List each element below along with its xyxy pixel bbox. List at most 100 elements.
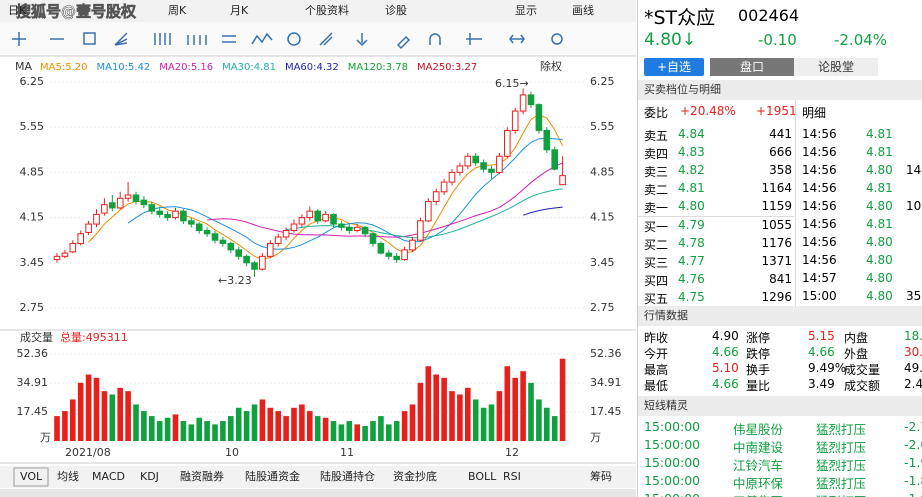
watermark: 搜狐号@壹号股权 xyxy=(16,3,137,21)
indicator-tab[interactable]: 陆股通资金 xyxy=(245,469,300,483)
book-price: 4.79 xyxy=(678,218,705,232)
candle-body xyxy=(132,194,140,202)
adjust-label[interactable]: 除权 xyxy=(540,59,562,73)
sprite-cell: -1.9 xyxy=(904,455,922,470)
volume-bar xyxy=(362,426,368,441)
toolbar-tab[interactable]: 个股资料 xyxy=(305,3,349,17)
ratio-diff: +1951 xyxy=(756,104,797,118)
candle-body xyxy=(243,255,250,264)
section-header: 行情数据 xyxy=(638,306,922,326)
volume-bar xyxy=(536,399,542,441)
volume-bar xyxy=(243,411,250,441)
toolbar-tab[interactable]: 日K xyxy=(8,4,27,17)
sprite-cell: 天健集团 xyxy=(733,491,783,497)
ma-line xyxy=(286,188,563,239)
candle-body xyxy=(519,94,527,112)
volume-title: 成交量 xyxy=(20,330,53,344)
tab-forum[interactable]: 论股堂 xyxy=(794,58,878,76)
indicator-tab[interactable]: MACD xyxy=(92,470,125,483)
separator xyxy=(795,100,796,306)
candle-body xyxy=(425,200,432,222)
indicator-tab[interactable]: BOLL xyxy=(468,470,497,483)
volume-bar xyxy=(235,407,242,441)
vol-tick-label: 52.36 xyxy=(17,347,49,360)
candle-body xyxy=(369,233,377,244)
candle-body xyxy=(219,239,227,244)
trade-time: 14:56 xyxy=(802,199,837,213)
book-volume: 1164 xyxy=(761,181,792,195)
candle-body xyxy=(267,242,274,257)
trade-price: 4.80 xyxy=(866,199,893,213)
volume-bar xyxy=(433,374,439,441)
price: 4.80↓ xyxy=(644,30,697,50)
candle-body xyxy=(472,155,479,164)
toolbar-tab[interactable]: 月K xyxy=(230,4,249,17)
book-level: 卖五 xyxy=(644,129,669,143)
volume-bar xyxy=(291,407,297,441)
candle-body xyxy=(535,104,543,131)
y-tick-label: 4.15 xyxy=(20,211,45,224)
vol-tick-label-right: 17.45 xyxy=(590,405,622,418)
candle-body xyxy=(377,242,385,254)
sprite-cell: 中南建设 xyxy=(733,440,784,455)
candle-body xyxy=(101,204,108,214)
volume-bar xyxy=(117,387,123,441)
candle-body xyxy=(109,202,116,209)
sprite-cell: -2.0 xyxy=(904,437,922,452)
toolbar-tab[interactable]: 诊股 xyxy=(385,3,407,17)
volume-bar xyxy=(425,366,432,441)
chips-tab[interactable]: 筹码 xyxy=(590,469,612,483)
change: -0.10 xyxy=(758,31,797,49)
sprite-cell: 15:00:00 xyxy=(644,455,701,470)
book-price: 4.83 xyxy=(678,145,705,159)
ma-line xyxy=(127,137,563,250)
market-label: 成交额 xyxy=(844,379,881,393)
sprite-cell: 江铃汽车 xyxy=(733,458,784,473)
volume-bar xyxy=(196,417,202,441)
volume-bar xyxy=(551,416,558,441)
volume-bar xyxy=(441,377,447,441)
candle-body xyxy=(93,213,100,225)
tool-icons xyxy=(12,32,563,50)
y-tick-label-right: 5.55 xyxy=(590,120,615,133)
volume-bar xyxy=(93,377,100,441)
y-tick-label: 5.55 xyxy=(20,120,45,133)
volume-bar xyxy=(314,416,321,441)
indicator-tab[interactable]: 资金抄底 xyxy=(393,469,437,483)
candle-body xyxy=(116,197,124,209)
volume-bar xyxy=(251,404,258,441)
indicator-tab[interactable]: RSI xyxy=(503,470,521,483)
volume-bar xyxy=(101,391,108,441)
market-value: 9.49% xyxy=(808,361,847,375)
indicator-tab[interactable]: 均线 xyxy=(57,469,79,483)
indicator-tab[interactable]: VOL xyxy=(20,470,43,483)
indicator-tab[interactable]: 陆股通持仓 xyxy=(320,469,375,483)
y-tick-label-right: 3.45 xyxy=(590,256,615,269)
indicator-tab[interactable]: KDJ xyxy=(140,470,159,483)
ma-legend: MA30:4.81 xyxy=(222,62,276,73)
volume-bar xyxy=(156,421,163,441)
candle-body xyxy=(448,171,456,183)
volume-bar xyxy=(204,421,210,441)
volume-bar xyxy=(220,421,226,441)
candle-body xyxy=(188,220,195,225)
trade-time: 14:56 xyxy=(802,253,837,267)
x-tick-label: 12 xyxy=(505,446,519,459)
trade-price: 4.80 xyxy=(866,253,893,267)
candle-body xyxy=(61,252,69,257)
toolbar-right[interactable]: 显示 xyxy=(515,4,537,17)
add-watch-button[interactable]: +自选 xyxy=(644,58,704,76)
volume-bar xyxy=(488,404,495,441)
toolbar-right[interactable]: 画线 xyxy=(572,3,594,17)
indicator-tab[interactable]: 融资融券 xyxy=(180,469,224,483)
candle-body xyxy=(432,191,440,202)
candle-body xyxy=(251,262,258,270)
candle-body xyxy=(314,210,321,222)
volume-unit: 万 xyxy=(590,431,601,444)
tab-book[interactable]: 盘口 xyxy=(710,58,794,76)
candle-body xyxy=(282,230,290,238)
volume-bar xyxy=(141,411,147,441)
toolbar-tab[interactable]: 周K xyxy=(168,4,187,17)
candle-body xyxy=(346,226,353,232)
